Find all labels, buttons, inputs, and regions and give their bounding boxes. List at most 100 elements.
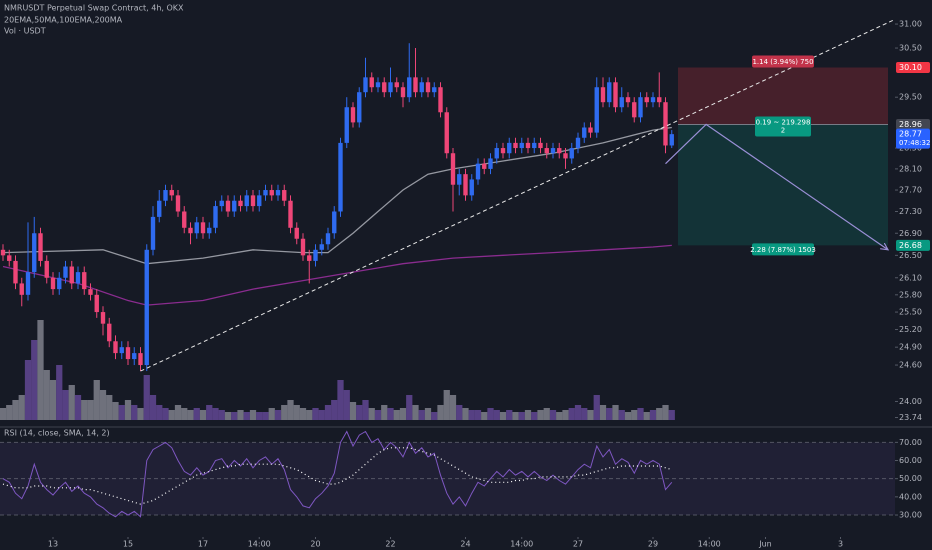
volume-bar [349,402,357,420]
volume-bar [612,405,619,420]
y-tick-label: 25.20 [899,325,922,334]
volume-bar [474,410,482,420]
volume-bar [149,395,157,420]
candle-body [19,283,24,295]
y-tick-label: 28.10 [899,164,922,173]
volume-bar [331,400,338,420]
volume-bar [581,408,588,420]
candle-body [388,82,393,93]
candle-body [7,255,12,261]
x-tick-label: 17 [198,540,208,549]
volume-bar [618,410,625,420]
candle-body [332,211,337,234]
x-tick-label: 14:00 [698,540,721,549]
candle-body [100,312,106,324]
candle-body [38,233,43,261]
volume-bar [512,412,519,420]
volume-bar [181,408,188,420]
rsi-line [2,430,673,518]
candle-body [57,277,62,290]
volume-bar [381,405,388,420]
price-badge [896,128,930,149]
y-tick-label: 25.50 [899,308,922,317]
volume-bar [68,385,75,420]
candle-body [25,272,31,295]
x-tick-label: 20 [310,540,320,549]
x-tick-label: 22 [385,540,395,549]
candle-body [63,266,68,278]
volume-bar [481,412,488,420]
target-label-box [752,243,814,256]
volume-bar [656,408,663,420]
volume-bar [174,405,182,420]
volume-bar [12,400,19,420]
volume-bar [549,410,557,420]
x-tick-label: 3 [838,540,843,549]
y-tick-label: 24.90 [899,343,922,352]
stop-zone [678,67,888,125]
volume-bar [606,408,613,420]
stop-label-box [752,55,814,68]
volume-bar [418,410,425,420]
price-badge-label: 28.77 [899,130,922,139]
volume-bar [37,320,44,420]
volume-bar [162,408,169,420]
candle-body [225,200,231,212]
projection-arrow [665,123,889,249]
price-badge-sub: 07:48:32 [899,139,930,147]
volume-bar [368,408,375,420]
volume-bar [312,408,319,420]
candle-body [257,195,262,207]
candle-body [588,127,593,133]
candle-body [238,200,243,207]
volume-bar [112,402,119,420]
volume-bar [231,412,238,420]
candle-body [563,153,568,159]
candle-body [482,163,487,169]
candle-body [32,233,37,273]
candle-body [157,200,162,217]
price-badge-label: 26.68 [899,241,922,250]
volume-bar [374,410,382,420]
rsi-y-tick-label: 50.00 [899,474,922,483]
y-tick-label: 27.70 [899,186,922,195]
candle-body [50,277,56,290]
price-badge-label: 30.10 [899,63,922,72]
x-tick-label: Jun [758,540,772,549]
volume-bar [537,410,544,420]
price-badge-label: 28.96 [899,120,922,129]
volume-bar [268,408,275,420]
volume-bar [187,410,194,420]
candle-body [525,142,531,149]
candle-body [194,222,199,234]
y-tick-label: 31.00 [899,20,922,29]
candle-body [394,82,399,88]
candle-body [519,142,524,149]
volume-bar [387,408,394,420]
candle-body [188,227,193,234]
candle-body [200,222,206,234]
volume-bar [412,405,419,420]
candle-body [557,148,562,154]
volume-bar [462,408,469,420]
volume-bar [524,410,532,420]
candle-body [438,87,443,113]
volume-bar [587,410,594,420]
candle-body [407,77,412,98]
candle-body [425,82,431,93]
candle-body [575,137,581,149]
candle-body [169,190,174,196]
candle-body [657,97,662,103]
target-label: 2.28 (7.87%) 1503 [750,246,816,254]
volume-bar [649,410,657,420]
candle-body [613,82,618,108]
volume-bar [249,410,257,420]
trendline [140,19,894,372]
x-tick-label: 27 [573,540,583,549]
volume-bar [468,410,475,420]
rsi-y-tick-label: 40.00 [899,492,922,501]
volume-bar [256,412,263,420]
candle-body [494,148,499,159]
candle-body [213,206,218,228]
